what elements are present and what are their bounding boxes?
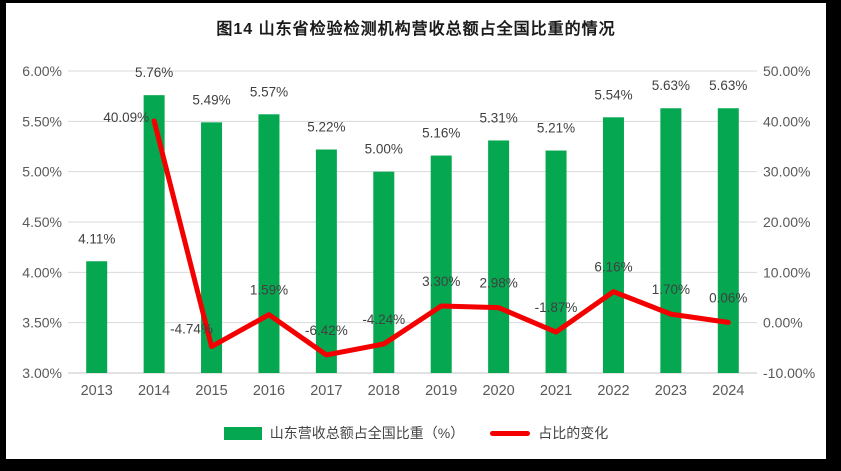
line-label-2022: 6.16% (594, 260, 632, 275)
bar-2024 (717, 108, 739, 373)
bar-label-2015: 5.49% (192, 92, 230, 107)
x-axis-label-2023: 2023 (655, 383, 687, 399)
right-axis-tick: 10.00% (763, 264, 810, 280)
legend-line-label: 占比的变化 (538, 425, 609, 441)
bar-2023 (660, 108, 682, 373)
bar-2022 (602, 117, 624, 373)
line-label-2023: 1.70% (652, 282, 690, 297)
legend: 山东营收总额占全国比重（%） 占比的变化 (6, 423, 826, 443)
combo-chart-plot: 6.00% 50.00% 5.50% 40.00% 5.00% 30.00% 4.50% 20… (22, 63, 815, 399)
right-axis-tick: 0.00% (763, 315, 803, 331)
x-axis-label-2022: 2022 (597, 383, 629, 399)
bar-label-2018: 5.00% (365, 142, 403, 157)
legend-line-swatch-icon (490, 430, 531, 436)
bar-2013 (86, 261, 108, 373)
line-label-2020: 2.98% (479, 276, 517, 291)
right-axis-tick: -10.00% (763, 365, 815, 381)
x-axis-label-2015: 2015 (195, 383, 227, 399)
line-label-2014: 40.09% (103, 110, 149, 125)
change-rate-line (151, 118, 731, 358)
left-axis-tick: 3.50% (22, 315, 62, 331)
line-label-2024: 0.06% (709, 290, 747, 305)
bar-label-2020: 5.31% (479, 110, 517, 125)
bar-2020 (488, 140, 510, 373)
bar-label-2021: 5.21% (537, 121, 575, 136)
chart-title: 图14 山东省检验检测机构营收总额占全国比重的情况 (216, 21, 616, 38)
x-axis-label-2016: 2016 (253, 383, 285, 399)
legend-item-line-series: 占比的变化 (490, 423, 608, 443)
bar-2014 (143, 95, 165, 373)
legend-bar-swatch-icon (223, 426, 262, 440)
left-axis-tick: 6.00% (22, 63, 62, 79)
right-axis-tick: 30.00% (763, 164, 810, 180)
bar-label-2023: 5.63% (652, 78, 690, 93)
x-axis-label-2020: 2020 (482, 383, 514, 399)
x-axis-label-2024: 2024 (712, 383, 744, 399)
left-axis-tick: 3.00% (22, 365, 62, 381)
bar-2018 (373, 171, 395, 373)
bar-2016 (258, 114, 280, 373)
bar-label-2022: 5.54% (594, 87, 632, 102)
bar-label-2013: 4.11% (78, 231, 115, 246)
bar-2021 (545, 150, 567, 373)
left-axis-tick: 4.00% (22, 264, 62, 280)
x-axis-label-2018: 2018 (368, 383, 400, 399)
bar-label-2019: 5.16% (422, 126, 460, 141)
bar-label-2014: 5.76% (135, 65, 173, 80)
line-label-2017: -6.42% (305, 323, 348, 338)
x-axis-label-2013: 2013 (81, 383, 113, 399)
line-label-2018: -4.24% (362, 312, 405, 327)
line-label-2021: -1.87% (535, 300, 578, 315)
left-axis-tick: 5.00% (22, 164, 62, 180)
bar-2019 (430, 155, 452, 373)
left-axis-tick: 4.50% (22, 214, 62, 230)
bar-2015 (201, 122, 223, 373)
bar-label-2016: 5.57% (250, 84, 288, 99)
left-axis-tick: 5.50% (22, 113, 62, 129)
x-axis-label-2021: 2021 (540, 383, 572, 399)
x-axis-label-2017: 2017 (310, 383, 342, 399)
line-label-2016: 1.59% (250, 283, 288, 298)
bar-label-2017: 5.22% (307, 120, 345, 135)
bar-label-2024: 5.63% (709, 78, 747, 93)
right-axis-tick: 50.00% (763, 63, 810, 79)
right-axis-tick: 20.00% (763, 214, 810, 230)
bar-2017 (315, 149, 337, 373)
legend-bar-label: 山东营收总额占全国比重（%） (269, 425, 465, 441)
line-label-2019: 3.30% (422, 274, 460, 289)
right-axis-tick: 40.00% (763, 113, 810, 129)
x-axis-label-2019: 2019 (425, 383, 457, 399)
x-axis-label-2014: 2014 (138, 383, 170, 399)
legend-item-bar-series: 山东营收总额占全国比重（%） (223, 423, 465, 443)
chart-canvas: 图14 山东省检验检测机构营收总额占全国比重的情况 6.00% 50.00% 5.5… (6, 3, 826, 459)
line-label-2015: -4.74% (170, 322, 213, 337)
